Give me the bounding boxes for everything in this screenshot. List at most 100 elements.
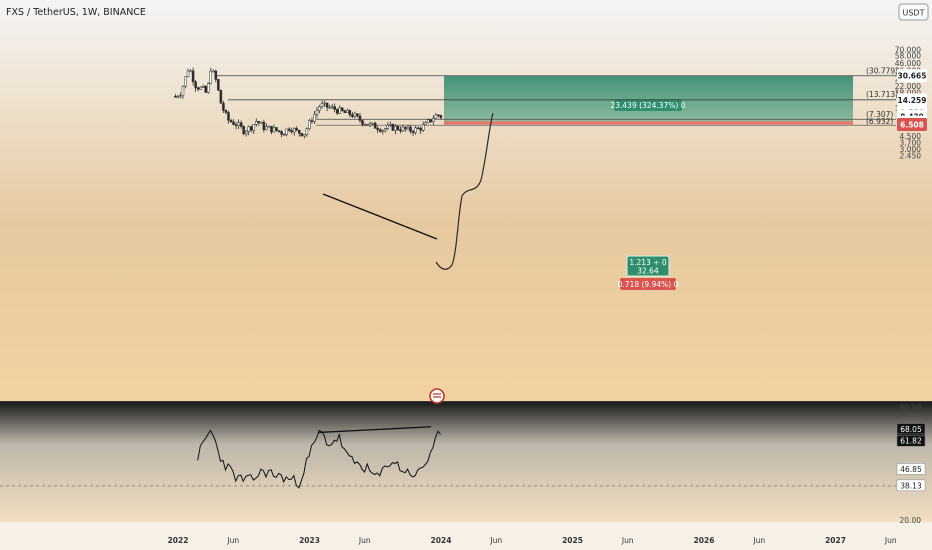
indicator-pane-background xyxy=(0,402,932,522)
candle xyxy=(361,119,364,127)
price-levels: (30.779) (13.713) (7.307)(6.932) xyxy=(215,67,898,126)
candle xyxy=(335,108,339,116)
indicator-tick: 46.85 xyxy=(896,463,926,475)
tv-logo-icon[interactable] xyxy=(429,388,445,404)
candle xyxy=(303,134,306,139)
time-axis[interactable]: 2022 Jun 2023 Jun 2024 Jun 2025 Jun 2026 Jun 2027 J… xyxy=(168,536,897,545)
currency-button[interactable]: USDT xyxy=(898,3,929,21)
candle xyxy=(227,110,230,124)
main-pane-background xyxy=(0,0,932,401)
candle xyxy=(181,85,185,99)
descending-trendline[interactable] xyxy=(322,193,438,240)
price-tick-label: 3.000 xyxy=(900,145,922,154)
candle xyxy=(376,125,379,134)
candle xyxy=(287,127,291,133)
price-tick-label: 46.000 xyxy=(895,59,921,68)
time-tick-label: Jun xyxy=(752,536,765,545)
candle xyxy=(270,125,273,135)
svg-text:38.13: 38.13 xyxy=(900,481,922,490)
candle xyxy=(295,126,299,132)
candle xyxy=(323,100,326,108)
price-tick-label: 70.000 xyxy=(895,46,921,55)
candle xyxy=(394,124,397,135)
candle xyxy=(209,67,213,85)
candle xyxy=(368,121,372,128)
candle xyxy=(217,78,220,92)
candle xyxy=(234,121,238,130)
svg-text:46.85: 46.85 xyxy=(900,465,922,474)
candle xyxy=(285,128,288,137)
candle xyxy=(305,127,309,137)
time-tick-label: Jun xyxy=(226,536,239,545)
candle xyxy=(333,103,336,113)
candle xyxy=(214,69,218,83)
time-tick-label: 2026 xyxy=(694,536,715,545)
candle xyxy=(174,94,177,98)
candle xyxy=(391,123,395,131)
svg-text:68.05: 68.05 xyxy=(900,425,922,434)
candle xyxy=(249,125,253,133)
candle xyxy=(373,121,377,129)
price-tick-label: 4.500 xyxy=(900,132,922,141)
target-zone[interactable] xyxy=(444,75,853,122)
svg-text:80.00: 80.00 xyxy=(900,403,922,412)
candles xyxy=(174,67,443,139)
time-tick-label: Jun xyxy=(621,536,634,545)
ratio-badge: 1.213 ÷ 032.64 xyxy=(626,255,670,277)
candle xyxy=(330,103,334,110)
candle xyxy=(437,114,440,118)
price-trendline[interactable] xyxy=(322,193,438,240)
time-tick-label: 2025 xyxy=(562,536,583,545)
candle xyxy=(267,125,271,128)
candle xyxy=(320,100,324,109)
candle xyxy=(290,127,293,134)
svg-text:6.508: 6.508 xyxy=(900,121,924,130)
candle xyxy=(427,118,430,124)
projection-curve xyxy=(435,112,494,270)
candle xyxy=(244,129,248,137)
candle xyxy=(424,120,427,126)
candle xyxy=(237,119,240,130)
candle xyxy=(353,111,357,119)
candle xyxy=(421,121,425,133)
stop-zone[interactable] xyxy=(444,121,853,125)
candle xyxy=(191,67,195,86)
candle xyxy=(310,117,314,124)
candle xyxy=(434,112,438,119)
candle xyxy=(381,129,384,135)
candle xyxy=(371,122,374,126)
time-tick-label: Jun xyxy=(489,536,502,545)
indicator-line xyxy=(197,429,441,489)
indicator-tick: 61.82 xyxy=(896,434,926,447)
candle xyxy=(384,127,387,133)
candle xyxy=(396,124,400,131)
candle xyxy=(260,121,263,124)
indicator-trendline xyxy=(318,426,432,434)
candle xyxy=(404,126,407,132)
candle xyxy=(351,112,354,118)
candle xyxy=(325,102,329,112)
time-tick-label: 2022 xyxy=(168,536,189,545)
candle xyxy=(419,126,422,134)
price-tick-label: 2.450 xyxy=(900,151,922,160)
time-axis-background xyxy=(0,522,932,550)
candle xyxy=(255,118,258,127)
candle xyxy=(411,129,415,136)
candle xyxy=(219,89,223,104)
candle xyxy=(409,125,412,134)
resistance-price-badge: 14.259 xyxy=(897,93,927,107)
indicator-tick: 68.05 xyxy=(896,423,926,435)
candle xyxy=(308,118,311,131)
time-tick-label: Jun xyxy=(884,536,897,545)
candle xyxy=(328,104,331,109)
candle xyxy=(280,130,283,138)
candle xyxy=(252,123,256,135)
ratio-value: 32.64 xyxy=(637,267,659,276)
candle xyxy=(265,123,268,131)
chart-title: FXS / TetherUS, 1W, BINANCE xyxy=(6,7,146,18)
target-level-label: (30.779) xyxy=(866,67,898,76)
position-tool[interactable]: 23.439 (324.37%) 0 1.213 ÷ 032.64 0.718 (9… xyxy=(444,75,853,290)
price-tick-label: 18.000 xyxy=(895,88,921,97)
time-tick-label: 2023 xyxy=(299,536,320,545)
